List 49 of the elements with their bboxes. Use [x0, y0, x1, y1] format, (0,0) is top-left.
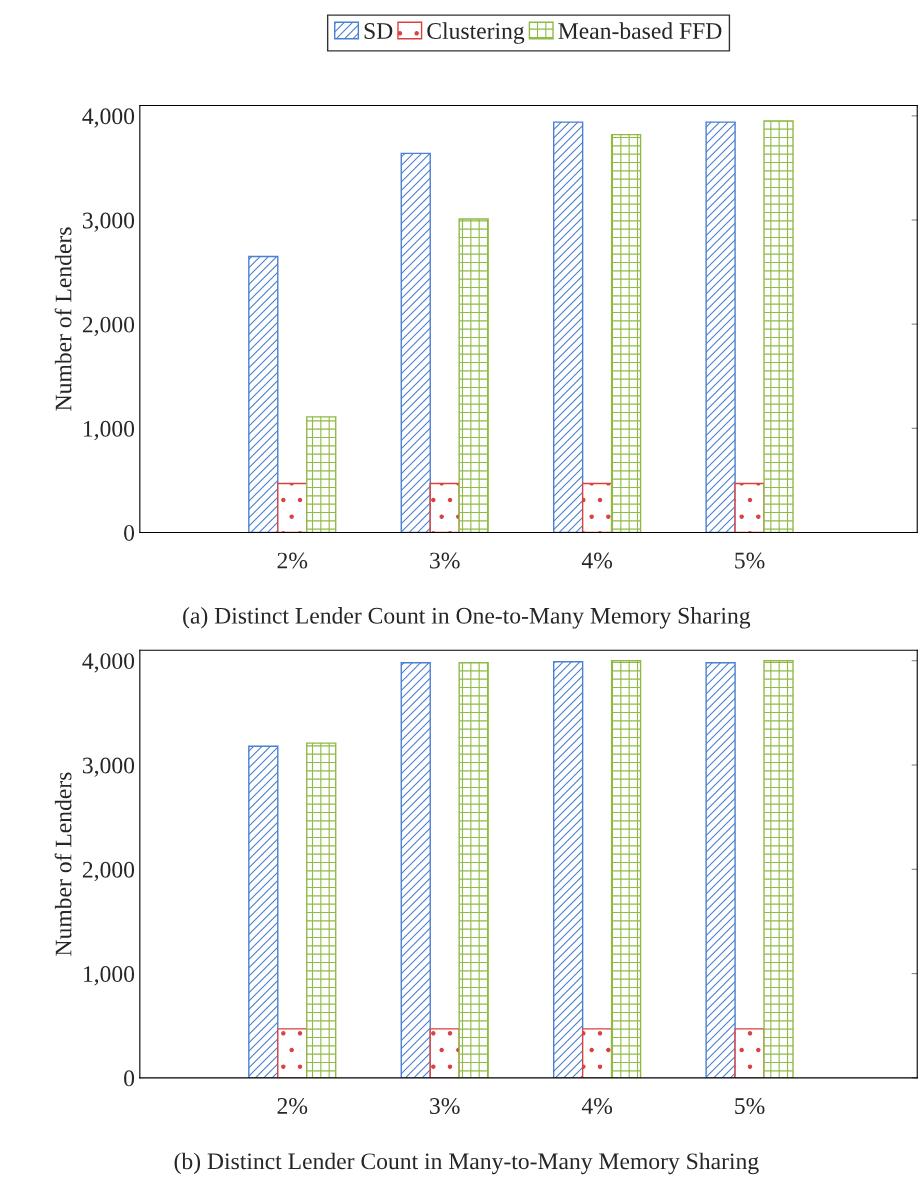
bar: [429, 482, 460, 533]
bar: [429, 1028, 460, 1078]
legend-label: Mean-based FFD: [558, 22, 722, 39]
y-tick-label: 4,000: [82, 108, 135, 128]
bar: [458, 218, 489, 533]
y-tick-label: 1,000: [83, 966, 135, 986]
bar: [552, 121, 584, 533]
bar: [306, 742, 337, 1078]
x-tick-label: 2%: [277, 1098, 308, 1115]
bar: [400, 152, 431, 533]
bar: [734, 1028, 765, 1078]
text: (a) Distinct Lender Count in One-to-Many Memory Sharing: [183, 607, 751, 629]
bar: [248, 745, 279, 1078]
y-tick-label: 3,000: [82, 757, 135, 777]
x-tick-label: 5%: [735, 1098, 765, 1115]
y-axis-title: Number of Lenders: [54, 772, 72, 956]
y-tick-label: 2,000: [82, 861, 135, 882]
y-tick-label: 4,000: [82, 653, 135, 673]
bar: [705, 121, 736, 533]
x-tick-label: 3%: [430, 552, 460, 569]
x-tick-label: 5%: [735, 552, 765, 569]
bar: [734, 482, 765, 533]
text: (b) Distinct Lender Count in Many-to-Many Memory Sharing: [174, 1152, 759, 1175]
bar: [763, 659, 794, 1078]
bar: [552, 661, 584, 1078]
y-tick-label: 3,000: [82, 212, 135, 232]
x-tick-label: 4%: [581, 552, 613, 569]
bar: [458, 662, 489, 1078]
bar: [306, 416, 337, 533]
x-tick-label: 4%: [581, 1098, 613, 1115]
bar: [581, 482, 613, 533]
legend-label: SD: [364, 23, 393, 39]
y-tick-label: 0: [124, 524, 135, 541]
bar: [610, 659, 642, 1078]
x-tick-label: 2%: [277, 552, 308, 569]
bar: [277, 482, 308, 533]
bar: [248, 255, 279, 533]
bar: [581, 1028, 613, 1078]
bar: [610, 133, 642, 533]
bar: [705, 662, 736, 1078]
bar: [277, 1028, 308, 1078]
y-tick-label: 2,000: [82, 316, 135, 336]
y-axis-title: Number of Lenders: [54, 227, 72, 411]
x-tick-label: 3%: [430, 1098, 460, 1115]
y-tick-label: 0: [124, 1070, 135, 1087]
y-tick-label: 1,000: [83, 420, 135, 441]
legend-label: Clustering: [427, 22, 525, 44]
bar: [763, 120, 794, 533]
bar: [400, 662, 431, 1078]
